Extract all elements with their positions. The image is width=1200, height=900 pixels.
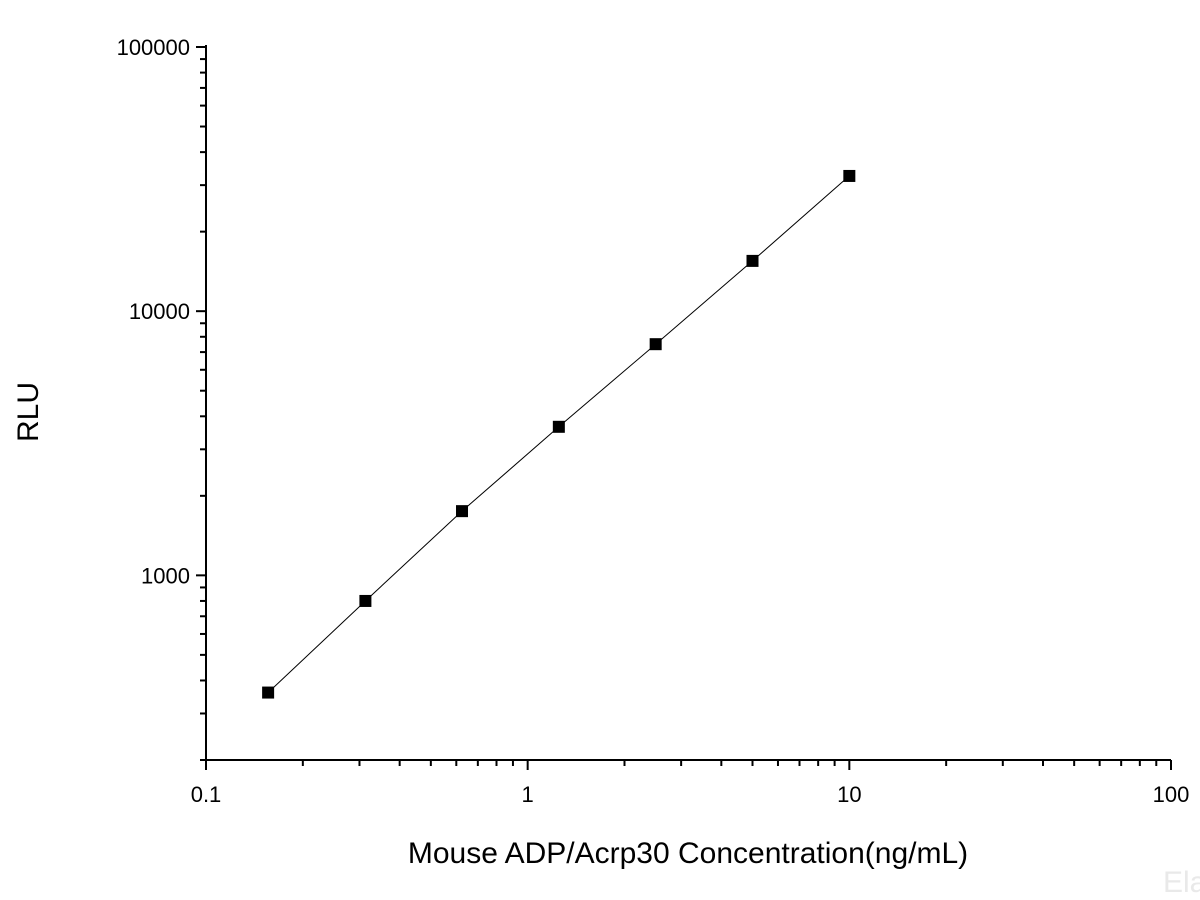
- x-tick-label: 100: [1153, 782, 1190, 807]
- data-point-marker: [746, 254, 759, 267]
- y-tick-label: 10000: [129, 299, 190, 324]
- data-point-marker: [359, 594, 372, 607]
- x-tick-label: 0.1: [191, 782, 222, 807]
- data-points: [262, 169, 856, 699]
- axes: [196, 45, 1172, 770]
- watermark-text: Ela: [1163, 866, 1200, 899]
- x-axis-title: Mouse ADP/Acrp30 Concentration(ng/mL): [408, 837, 968, 870]
- tick-labels: 0.1 1 10 100 1000 10000 100000: [117, 35, 1190, 807]
- fit-line: [267, 175, 850, 693]
- series-line: [267, 175, 850, 693]
- y-tick-label: 1000: [141, 563, 190, 588]
- x-tick-label: 10: [837, 782, 861, 807]
- data-point-marker: [552, 420, 565, 433]
- x-tick-label: 1: [522, 782, 534, 807]
- data-point-marker: [649, 338, 662, 351]
- y-tick-label: 100000: [117, 35, 190, 60]
- data-point-marker: [262, 686, 275, 699]
- data-point-marker: [843, 169, 856, 182]
- data-point-marker: [456, 505, 469, 518]
- y-axis-title: RLU: [12, 382, 45, 442]
